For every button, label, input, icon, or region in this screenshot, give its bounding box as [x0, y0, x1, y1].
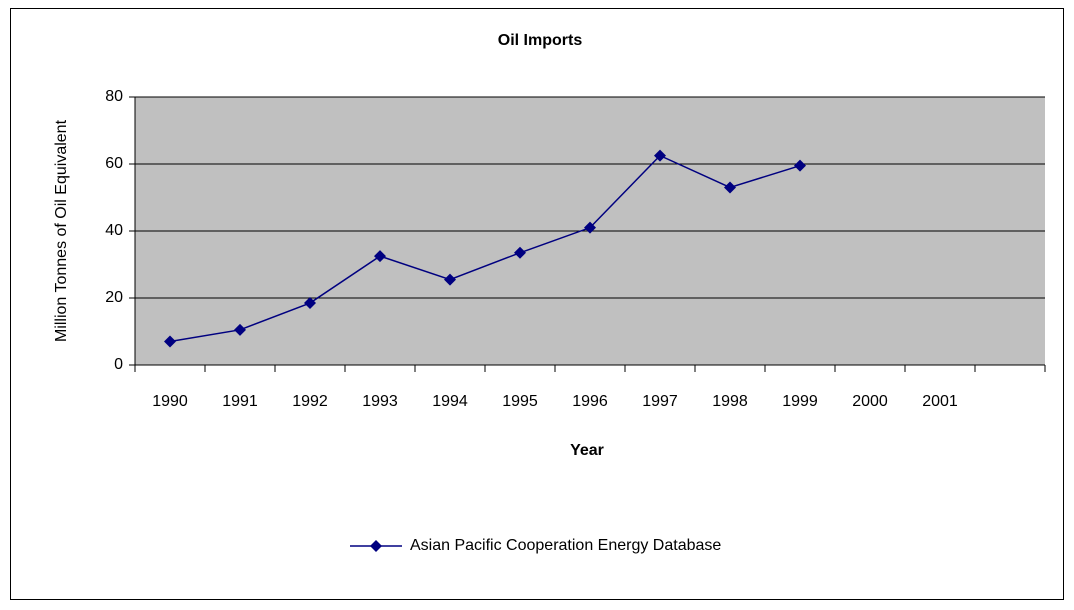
data-point [234, 323, 246, 336]
y-tick-label: 80 [105, 88, 123, 105]
x-tick-label: 1999 [782, 393, 818, 410]
chart-title: Oil Imports [498, 32, 583, 49]
series-line [169, 154, 801, 343]
data-point [724, 181, 736, 194]
data-point [794, 159, 806, 172]
data-point [164, 335, 176, 348]
y-tick-label: 40 [105, 222, 123, 239]
x-tick-label: 1991 [222, 393, 258, 410]
data-point [304, 297, 316, 310]
data-point [444, 273, 456, 286]
legend-label: Asian Pacific Cooperation Energy Databas… [410, 537, 721, 554]
y-tick-label: 20 [105, 289, 123, 306]
x-tick-label: 1992 [292, 393, 328, 410]
x-tick-label: 2000 [852, 393, 888, 410]
x-tick-label: 1998 [712, 393, 748, 410]
y-tick-label: 0 [114, 356, 123, 373]
legend-marker [370, 540, 382, 552]
data-point [654, 149, 666, 162]
x-tick-label: 1996 [572, 393, 608, 410]
data-point [514, 246, 526, 259]
x-tick-label: 1994 [432, 393, 468, 410]
y-axis-label: Million Tonnes of Oil Equivalent [53, 119, 70, 342]
x-tick-label: 1997 [642, 393, 678, 410]
x-tick-label: 2001 [922, 393, 958, 410]
data-point [584, 221, 596, 234]
x-axis-label: Year [570, 442, 604, 459]
x-tick-label: 1993 [362, 393, 398, 410]
x-tick-label: 1990 [152, 393, 188, 410]
x-tick-label: 1995 [502, 393, 538, 410]
y-tick-label: 60 [105, 155, 123, 172]
data-point [374, 250, 386, 263]
